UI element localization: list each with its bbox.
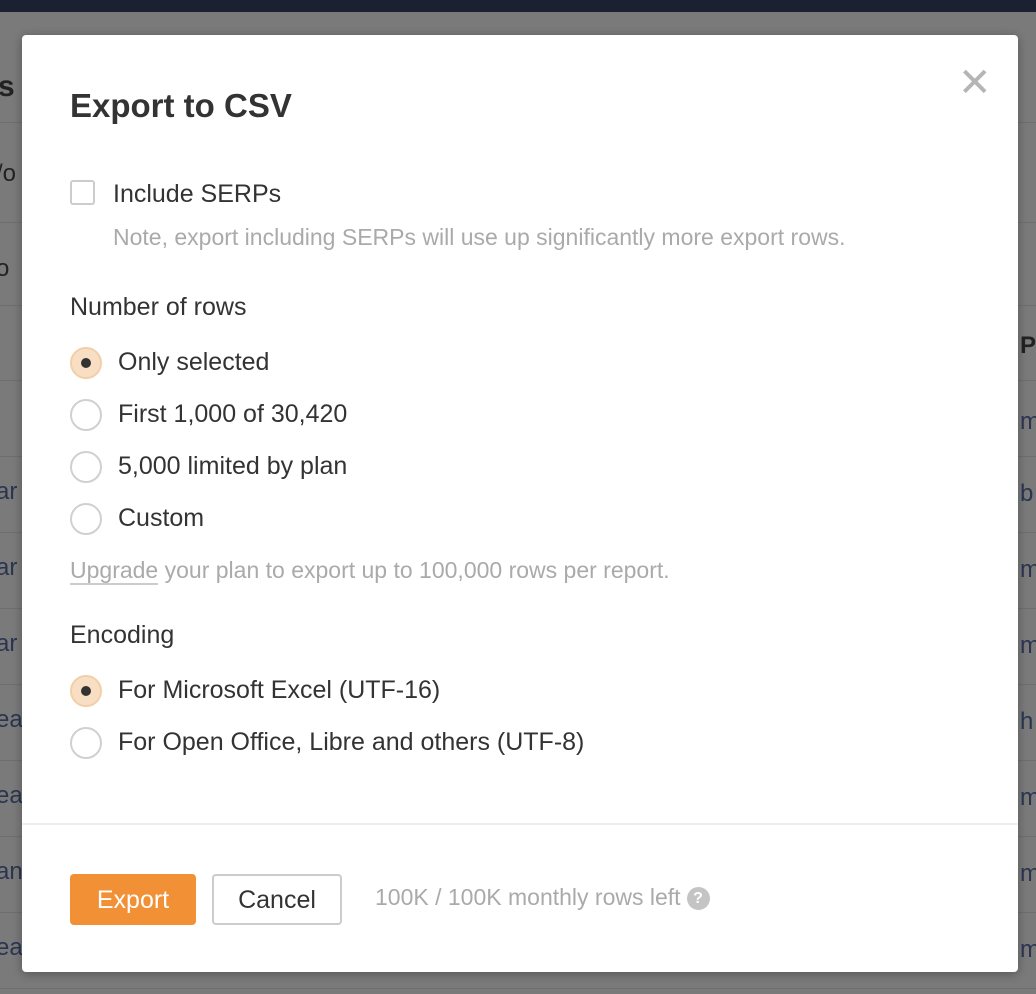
export-csv-dialog: ✕ Export to CSV Include SERPs Note, expo… [22,35,1018,972]
export-button[interactable]: Export [70,874,196,925]
background-text-fragment: m [1020,408,1036,435]
background-text-fragment: ar [0,478,18,505]
background-text-fragment: o [0,255,10,282]
background-text-fragment: s [0,70,15,103]
bg-divider [0,988,1036,989]
background-text-fragment: ea [0,934,23,961]
include-serps-label[interactable]: Include SERPs [113,180,282,208]
radio-label[interactable]: For Open Office, Libre and others (UTF-8… [118,728,585,756]
background-text-fragment: h [1020,708,1034,735]
radio-label[interactable]: Custom [118,504,205,532]
background-text-fragment: /o [0,160,17,187]
cancel-button[interactable]: Cancel [212,874,342,925]
radio-button[interactable] [70,675,102,707]
radio-label[interactable]: First 1,000 of 30,420 [118,400,348,428]
radio-button[interactable] [70,399,102,431]
radio-label[interactable]: 5,000 limited by plan [118,452,348,480]
background-text-fragment: P [1020,332,1036,359]
radio-button[interactable] [70,451,102,483]
radio-label[interactable]: For Microsoft Excel (UTF-16) [118,676,441,704]
top-nav-bar [0,0,1036,12]
upgrade-note: Upgrade your plan to export up to 100,00… [70,557,670,585]
dialog-title: Export to CSV [70,87,292,124]
upgrade-link[interactable]: Upgrade [70,557,159,585]
include-serps-checkbox[interactable] [70,180,95,205]
background-text-fragment: an [0,858,23,885]
background-text-fragment: ar [0,554,18,581]
background-text-fragment: m [1020,632,1036,659]
radio-label[interactable]: Only selected [118,348,270,376]
radio-button[interactable] [70,727,102,759]
encoding-section-label: Encoding [70,621,175,649]
rows-section-label: Number of rows [70,293,247,321]
rows-left-status: 100K / 100K monthly rows left? [375,884,710,911]
radio-button[interactable] [70,503,102,535]
help-icon[interactable]: ? [686,887,710,910]
radio-button[interactable] [70,347,102,379]
background-text-fragment: m [1020,556,1036,583]
close-icon[interactable]: ✕ [958,61,992,105]
background-text-fragment: b [1020,480,1034,507]
background-text-fragment: m [1020,936,1036,963]
background-text-fragment: ea [0,706,23,733]
background-text-fragment: m [1020,784,1036,811]
background-text-fragment: ar [0,630,18,657]
footer-divider [22,823,1018,825]
upgrade-text: your plan to export up to 100,000 rows p… [158,557,670,583]
rows-left-text: 100K / 100K monthly rows left [375,884,681,910]
include-serps-note: Note, export including SERPs will use up… [113,224,846,250]
background-text-fragment: m [1020,860,1036,887]
background-text-fragment: ea [0,782,23,809]
